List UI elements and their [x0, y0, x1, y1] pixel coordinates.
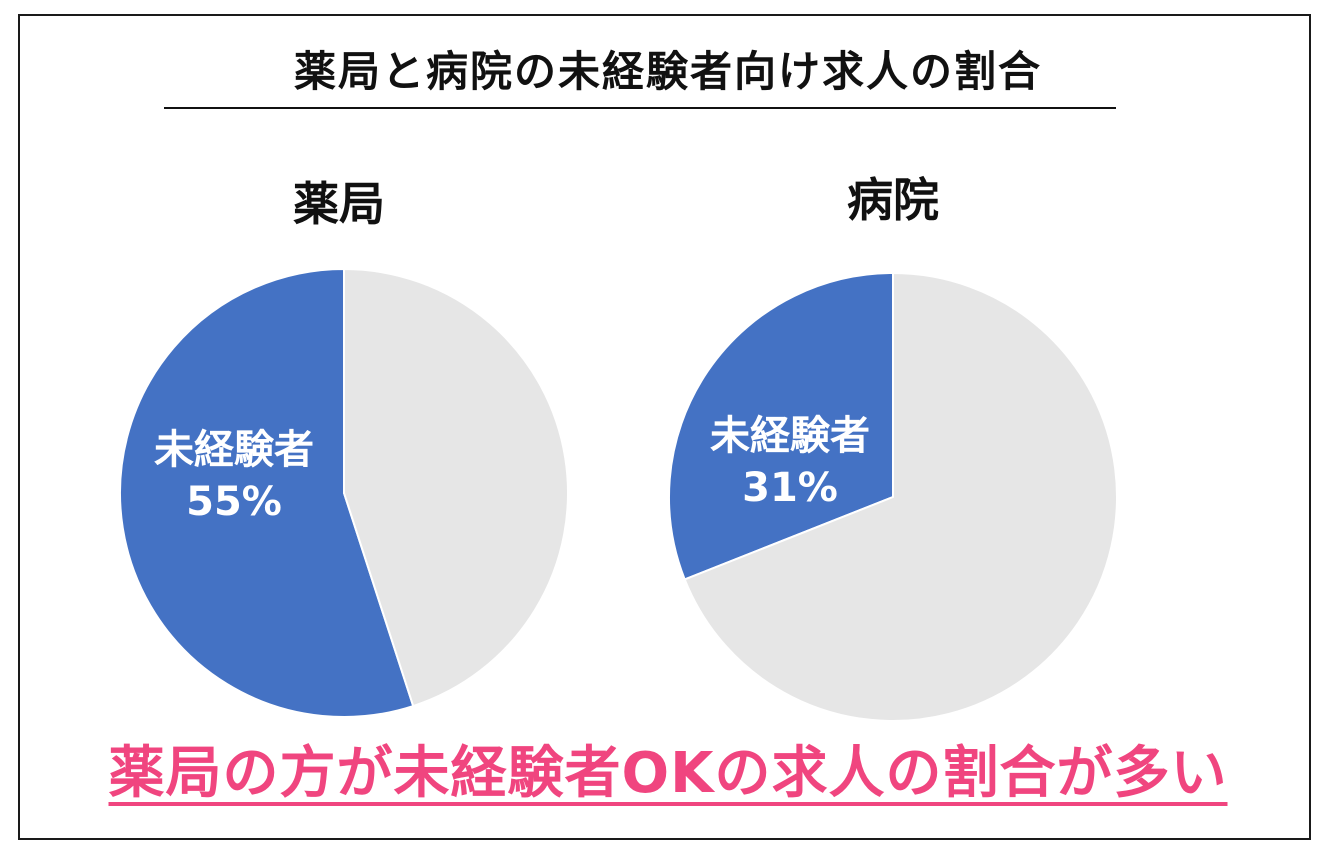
pie-0-slice-0 — [119, 267, 415, 718]
pie-title-pharmacy: 薬局 — [293, 177, 385, 231]
pie-1-slice-0 — [668, 271, 894, 581]
pie-1-slice-1 — [683, 271, 1118, 722]
conclusion-text: 薬局の方が未経験者OKの求人の割合が多い — [108, 741, 1228, 806]
pie-title-hospital: 病院 — [847, 173, 939, 227]
pie-0-slice-value: 55% — [186, 479, 282, 525]
pie-1-slice-value: 31% — [742, 465, 838, 511]
pie-pharmacy: 未経験者 55% — [119, 267, 569, 718]
pie-0-slice-label: 未経験者 — [154, 427, 314, 473]
chart-title: 薬局と病院の未経験者向け求人の割合 — [293, 47, 1042, 96]
pie-1-slice-label: 未経験者 — [710, 413, 870, 459]
pie-hospital: 未経験者 31% — [668, 271, 1118, 722]
pie-0-slice-1 — [343, 267, 569, 708]
title-underline — [164, 107, 1116, 109]
